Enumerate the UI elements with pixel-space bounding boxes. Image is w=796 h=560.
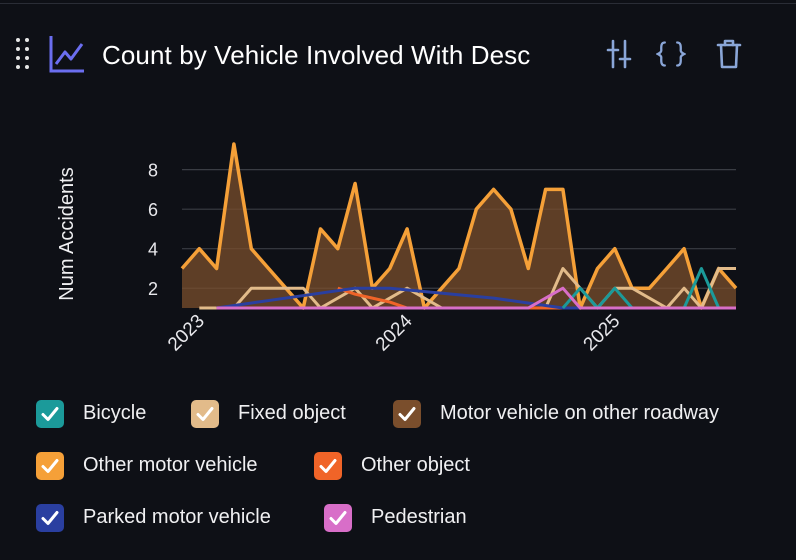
series-line xyxy=(216,286,736,310)
legend-checkbox[interactable] xyxy=(36,504,64,532)
drag-handle-icon[interactable] xyxy=(14,36,34,69)
series-line xyxy=(180,142,738,310)
trash-icon[interactable] xyxy=(714,38,744,70)
check-icon xyxy=(398,407,416,421)
panel-title: Count by Vehicle Involved With Desc xyxy=(102,40,531,70)
check-icon xyxy=(41,511,59,525)
legend-label: Pedestrian xyxy=(371,506,467,528)
legend-label: Motor vehicle on other roadway xyxy=(440,402,720,424)
legend-checkbox[interactable] xyxy=(393,400,421,428)
check-icon xyxy=(329,511,347,525)
line-chart: 2 4 6 8 Num Accidents 2023 2024 2025 xyxy=(56,142,738,356)
check-icon xyxy=(196,407,214,421)
legend-checkbox[interactable] xyxy=(324,504,352,532)
legend-checkbox[interactable] xyxy=(314,452,342,480)
check-icon xyxy=(319,459,337,473)
legend-label: Other object xyxy=(361,454,470,476)
line-chart-icon xyxy=(49,36,84,73)
top-divider xyxy=(0,3,796,4)
code-braces-icon[interactable] xyxy=(655,38,687,70)
legend-label: Other motor vehicle xyxy=(83,454,258,476)
check-icon xyxy=(41,459,59,473)
legend-label: Parked motor vehicle xyxy=(83,506,271,528)
y-tick-label: 6 xyxy=(148,200,158,220)
panel-header: Count by Vehicle Involved With Desc xyxy=(14,30,784,80)
legend-checkbox[interactable] xyxy=(191,400,219,428)
x-tick-label: 2023 xyxy=(164,311,209,356)
check-icon xyxy=(41,407,59,421)
sliders-icon[interactable] xyxy=(604,38,634,70)
series-line xyxy=(199,267,736,310)
legend-label: Bicycle xyxy=(83,402,147,424)
legend-checkbox[interactable] xyxy=(36,452,64,480)
x-tick-label: 2025 xyxy=(580,311,625,356)
series-area-fill xyxy=(182,144,736,308)
x-tick-label: 2024 xyxy=(372,310,417,355)
y-axis-label: Num Accidents xyxy=(56,167,78,300)
y-tick-label: 4 xyxy=(148,240,158,260)
series-line xyxy=(561,267,721,310)
y-tick-label: 8 xyxy=(148,161,158,181)
legend-label: Fixed object xyxy=(238,402,346,424)
legend-checkbox[interactable] xyxy=(36,400,64,428)
y-tick-label: 2 xyxy=(148,279,158,299)
